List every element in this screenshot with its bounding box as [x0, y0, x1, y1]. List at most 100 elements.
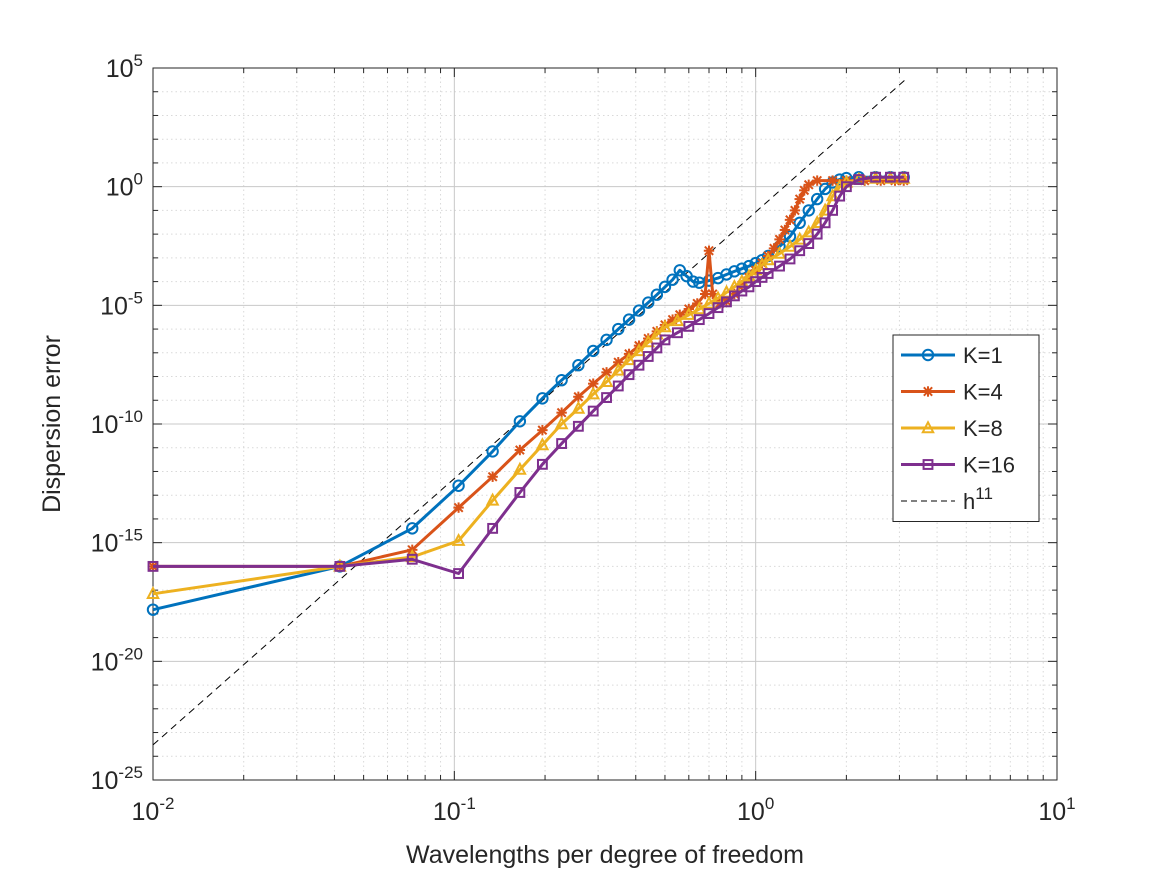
- data-point: [686, 275, 700, 288]
- data-point: [632, 343, 646, 357]
- data-point: [693, 314, 705, 326]
- data-point-stroke: [794, 194, 805, 204]
- data-point: [611, 362, 626, 376]
- data-point: [784, 253, 796, 265]
- data-point: [681, 306, 696, 320]
- data-point: [633, 359, 645, 371]
- data-point: [405, 549, 420, 563]
- data-point: [487, 471, 498, 482]
- data-point-stroke: [780, 225, 790, 235]
- data-point: [811, 175, 823, 186]
- data-point-stroke: [487, 471, 498, 482]
- data-point: [794, 245, 806, 257]
- data-point-stroke: [613, 357, 624, 368]
- data-point: [840, 181, 852, 193]
- data-point: [703, 308, 715, 319]
- data-point: [622, 352, 636, 366]
- data-point-stroke: [774, 234, 785, 245]
- data-point: [599, 373, 614, 387]
- data-point: [712, 302, 724, 314]
- data-point: [514, 444, 526, 456]
- legend-label: K=4: [963, 380, 1003, 405]
- data-point: [453, 568, 465, 579]
- x-tick-label: 10-2: [132, 794, 175, 826]
- data-point: [642, 296, 655, 309]
- data-point: [485, 492, 500, 506]
- data-point: [728, 265, 741, 278]
- data-point: [779, 224, 791, 236]
- data-point-stroke: [827, 175, 838, 186]
- data-point: [783, 238, 797, 252]
- data-point: [818, 182, 832, 196]
- data-point: [922, 459, 934, 470]
- data-point-stroke: [769, 243, 779, 254]
- data-point: [146, 585, 160, 599]
- axes-layer: [152, 67, 1058, 781]
- data-point: [612, 380, 624, 392]
- y-axis-title: Dispersion error: [38, 335, 66, 513]
- data-point: [659, 334, 671, 346]
- legend-entry: K=4: [901, 380, 1003, 405]
- data-point: [486, 445, 499, 458]
- data-point: [799, 185, 810, 196]
- legend-entry: K=1: [901, 343, 1003, 368]
- data-point: [642, 351, 654, 362]
- data-point: [573, 391, 584, 402]
- data-point: [651, 342, 663, 354]
- data-point-stroke: [803, 179, 814, 190]
- data-point: [572, 359, 585, 372]
- data-point: [803, 179, 814, 190]
- data-point: [406, 553, 418, 565]
- data-point: [513, 415, 527, 428]
- data-point: [147, 560, 159, 572]
- data-point: [451, 532, 466, 546]
- data-point: [721, 296, 732, 308]
- data-point: [772, 245, 787, 259]
- legend-label: K=8: [963, 416, 1003, 441]
- data-point: [452, 479, 465, 492]
- data-point: [513, 461, 527, 475]
- data-point-stroke: [692, 298, 703, 309]
- data-point: [601, 392, 612, 403]
- data-point: [587, 405, 599, 417]
- data-point: [789, 205, 801, 216]
- data-point: [921, 420, 935, 434]
- data-point: [555, 374, 568, 387]
- data-point-stroke: [707, 289, 718, 299]
- x-tick-label: 100: [737, 794, 774, 826]
- data-point: [556, 407, 567, 418]
- data-point: [658, 280, 672, 294]
- data-point: [586, 386, 601, 400]
- data-point-stroke: [785, 214, 795, 225]
- x-tick-label: 101: [1038, 794, 1075, 826]
- data-point-stroke: [667, 314, 678, 325]
- data-point: [641, 334, 656, 348]
- data-point: [487, 522, 499, 534]
- data-point-stroke: [700, 289, 711, 299]
- y-tick-label: 105: [106, 51, 143, 83]
- data-point-stroke: [704, 245, 714, 256]
- data-point: [922, 386, 934, 397]
- data-point: [853, 174, 865, 185]
- data-point: [801, 224, 816, 238]
- y-tick-label: 10-20: [91, 644, 143, 676]
- data-point: [761, 252, 775, 266]
- data-point: [622, 313, 636, 326]
- axes-box: [152, 67, 1058, 781]
- data-point: [146, 603, 160, 616]
- data-point: [819, 217, 831, 229]
- data-point: [623, 369, 635, 381]
- data-point-stroke: [790, 205, 800, 216]
- data-point-stroke: [515, 445, 525, 455]
- data-point-stroke: [537, 425, 548, 436]
- data-point-stroke: [923, 386, 933, 397]
- legend-entry: K=8: [901, 416, 1003, 441]
- legend-label: K=1: [963, 343, 1003, 368]
- data-point: [774, 260, 785, 272]
- data-point: [514, 487, 526, 498]
- data-point-stroke: [812, 175, 823, 186]
- data-point: [334, 560, 346, 572]
- x-tick-label: 10-1: [433, 794, 476, 826]
- data-point: [794, 193, 805, 205]
